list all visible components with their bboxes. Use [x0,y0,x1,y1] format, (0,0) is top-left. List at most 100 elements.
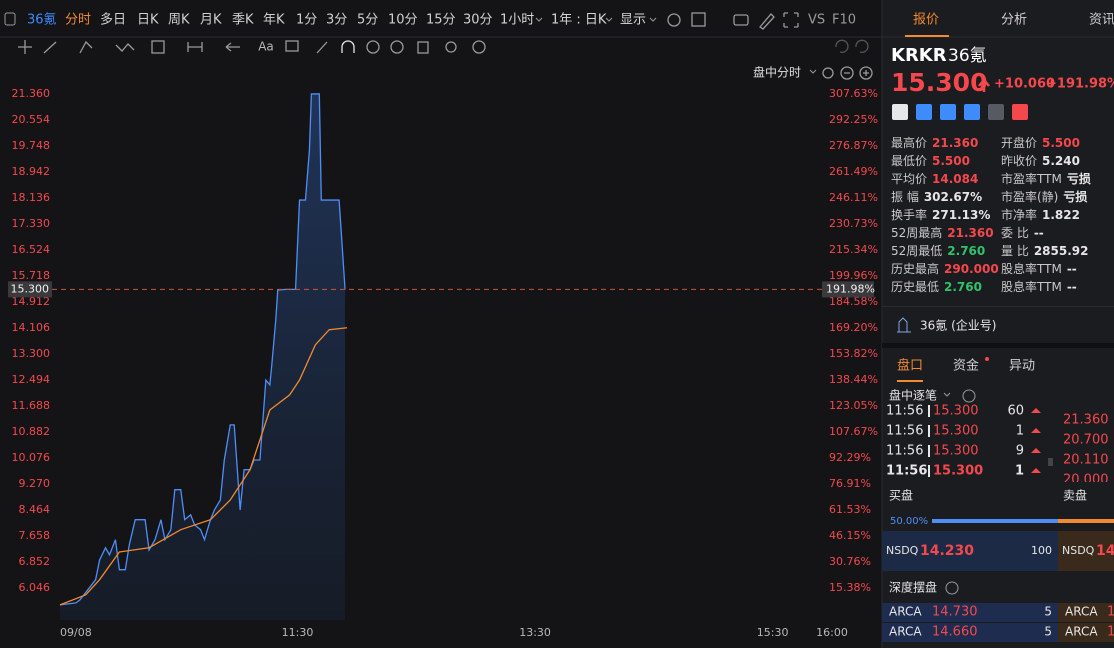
delete-tool[interactable] [417,41,429,54]
tick-up [1031,428,1041,433]
ticks-title: 盘中逐笔 [889,388,937,403]
depth-ask-row [1058,603,1114,622]
period-tab[interactable]: 月K [200,13,222,28]
stat-label: 股息率TTM [1001,279,1062,294]
arrow-tool[interactable] [225,42,240,52]
sidebar-icon[interactable] [4,12,16,26]
book-tab[interactable]: 异动 [1009,359,1035,374]
y-tick-label: 7.658 [19,529,51,542]
compare-button[interactable]: VS [808,13,825,28]
depth-price: 1 [1107,625,1114,640]
note-tool[interactable] [285,40,299,52]
symbol-tab[interactable]: 36氪 [27,12,57,28]
company-link[interactable]: 36氪 (企业号) [920,318,996,333]
period-tab[interactable]: 15分 [426,13,456,28]
period-tab[interactable]: 1分 [296,13,317,28]
stat: 股息率TTM -- [1001,279,1077,294]
period-menu[interactable]: 1小时 [500,13,534,28]
pct-badge-label: 191.98% [826,282,875,295]
y2-tick-label: 153.82% [829,347,878,360]
layout-icon[interactable] [691,12,706,27]
stat-value: 14.084 [932,172,978,186]
magnet-tool[interactable] [341,40,355,53]
stat-label: 昨收价 [1001,154,1037,168]
x-tick-label: 15:30 [757,626,789,639]
panel-tab[interactable]: 报价 [913,13,939,28]
stat-value: 271.13% [932,208,990,222]
fib-tool[interactable] [151,40,165,54]
reset-icon[interactable] [822,67,834,79]
period-tab[interactable]: 3分 [326,13,347,28]
camera-icon[interactable] [733,14,749,26]
lock-tool[interactable] [366,40,380,54]
stat-label: 历史最低 [891,280,939,294]
stat: 市盈率(静) 亏损 [1001,189,1087,204]
badge-icon [1012,104,1028,120]
stat-value: 5.500 [932,154,970,168]
x-tick-label: 11:30 [282,626,314,639]
chart-mode[interactable]: 盘中分时 [753,65,801,80]
ray-tool[interactable] [79,40,93,54]
period-tab[interactable]: 季K [232,13,254,28]
tick-time: 11:56 [886,444,923,459]
tick-time: 11:56 [886,464,927,479]
stat-value: 2855.92 [1034,244,1089,258]
y-tick-label: 10.076 [12,451,51,464]
ladder-price: 20.700 [1063,433,1109,448]
period-tab[interactable]: 5分 [357,13,378,28]
dropdown-arrow [535,17,543,22]
move-tool[interactable] [18,40,32,54]
y-tick-label: 10.882 [12,425,51,438]
period-tab[interactable]: 多日 [100,12,126,28]
ruler-tool[interactable] [316,41,328,54]
tick-sep [928,425,930,437]
ladder-price: 21.360 [1063,413,1109,428]
period-tab[interactable]: 年K [263,13,285,28]
settings-icon[interactable] [667,13,681,27]
link-tool[interactable] [445,41,457,53]
period-tab[interactable]: 周K [168,13,190,28]
period-tab[interactable]: 10分 [388,13,418,28]
expand-icon[interactable] [783,12,799,28]
panel-tab[interactable]: 分析 [1001,13,1027,28]
y2-tick-label: 15.38% [829,581,871,594]
y-tick-label: 8.464 [19,503,51,516]
f10-button[interactable]: F10 [832,13,856,28]
period-tab[interactable]: 30分 [463,13,493,28]
ladder-price: 20.000 [1063,473,1109,488]
zoom-signs [844,70,869,76]
undo-redo[interactable] [835,39,869,53]
badge-icon [892,104,908,120]
zoom-out[interactable] [840,66,854,80]
depth-bid-row [882,623,1058,642]
ask-price: 14. [1096,543,1114,559]
pencil-icon[interactable] [759,13,775,30]
draw-settings[interactable] [472,40,486,54]
stat: 历史最低 2.760 [891,280,982,294]
x-tick-label: 09/08 [60,626,92,639]
period-tab[interactable]: 分时 [65,13,91,28]
text-tool[interactable]: Aa [258,40,274,54]
y2-tick-label: 46.15% [829,529,871,542]
measure-tool[interactable] [187,42,203,52]
info-icon[interactable] [945,581,959,595]
y2-tick-label: 307.63% [829,87,878,100]
bid-exchange: NSDQ [886,544,919,557]
info-icon[interactable] [962,389,976,403]
line-tool[interactable] [43,41,57,54]
zoom-in[interactable] [859,66,873,80]
depth-bid-row [882,603,1058,622]
stat-label: 股息率TTM [1001,261,1062,276]
display-menu[interactable]: 显示 [620,13,646,28]
book-tab[interactable]: 盘口 [897,358,923,374]
period-tab[interactable]: 日K [137,13,159,28]
notice-dot [985,357,989,361]
hide-tool[interactable] [390,40,404,54]
book-tab[interactable]: 资金 [953,358,979,374]
panel-tab[interactable]: 资讯 [1089,13,1114,28]
y2-tick-label: 123.05% [829,399,878,412]
stat-value: 2.760 [947,244,985,258]
tick-sep [928,465,930,477]
wave-tool[interactable] [115,43,135,52]
range-menu[interactable]: 1年 : 日K [551,13,607,28]
